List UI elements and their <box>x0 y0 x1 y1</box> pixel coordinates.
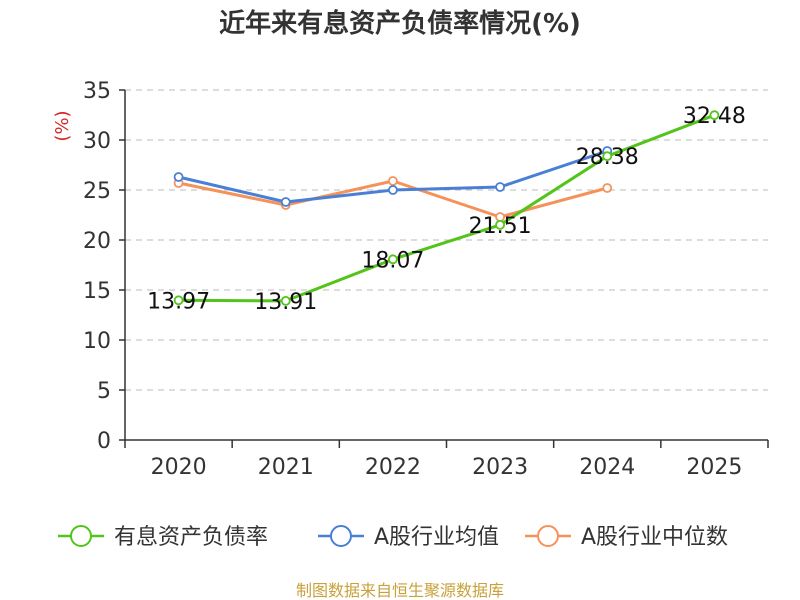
data-point[interactable] <box>388 254 398 265</box>
y-tick-label: 35 <box>83 79 111 104</box>
data-point[interactable] <box>388 176 398 186</box>
y-tick-label: 30 <box>83 129 111 154</box>
legend-marker <box>330 525 352 547</box>
legend-marker <box>70 525 92 547</box>
data-point[interactable] <box>495 182 505 192</box>
data-point[interactable] <box>173 295 184 306</box>
data-label: 13.91 <box>254 290 317 315</box>
gridlines <box>125 89 768 391</box>
series-layer <box>173 110 720 306</box>
y-tick-label: 20 <box>83 229 111 254</box>
data-labels: 13.97 13.91 18.07 21.51 28.38 32.48 <box>147 104 746 315</box>
series-line <box>178 113 715 303</box>
legend-item-2[interactable]: A股行业中位数 <box>525 525 728 550</box>
data-point[interactable] <box>709 110 720 121</box>
data-point[interactable] <box>388 185 398 195</box>
data-point[interactable] <box>280 295 291 306</box>
data-label: 13.97 <box>147 289 210 314</box>
legend-marker <box>537 525 559 547</box>
legend-item-1[interactable]: A股行业均值 <box>318 525 499 550</box>
x-tick-label: 2023 <box>472 455 528 480</box>
y-tick-label: 5 <box>97 379 111 404</box>
series-1 <box>173 146 613 207</box>
data-point[interactable] <box>280 197 291 207</box>
data-label: 18.07 <box>361 248 424 273</box>
x-tick-label: 2020 <box>151 455 207 480</box>
data-label: 32.48 <box>683 104 746 129</box>
data-label: 28.38 <box>576 145 639 170</box>
y-tick-label: 25 <box>83 179 111 204</box>
legend-label: A股行业均值 <box>374 525 499 550</box>
y-axis-label: (%) <box>52 110 73 141</box>
x-tick-label: 2021 <box>258 455 314 480</box>
source-note: 制图数据来自恒生聚源数据库 <box>296 581 504 600</box>
data-point[interactable] <box>602 151 613 162</box>
data-point[interactable] <box>173 172 184 182</box>
data-point[interactable] <box>495 219 505 230</box>
x-tick-label: 2025 <box>686 455 742 480</box>
legend-label: 有息资产负债率 <box>114 525 268 550</box>
legend[interactable]: 有息资产负债率 A股行业均值 A股行业中位数 <box>58 525 728 550</box>
legend-label: A股行业中位数 <box>581 525 728 550</box>
x-tick-label: 2022 <box>365 455 421 480</box>
x-tick-label: 2024 <box>579 455 635 480</box>
data-point[interactable] <box>602 183 613 193</box>
legend-item-0[interactable]: 有息资产负债率 <box>58 525 268 550</box>
y-tick-label: 0 <box>97 429 111 454</box>
series-0 <box>173 110 720 306</box>
y-tick-label: 10 <box>83 329 111 354</box>
chart-title: 近年来有息资产负债率情况(%) <box>219 8 581 39</box>
series-2 <box>173 176 613 222</box>
data-label: 21.51 <box>469 214 532 239</box>
y-tick-label: 15 <box>83 279 111 304</box>
